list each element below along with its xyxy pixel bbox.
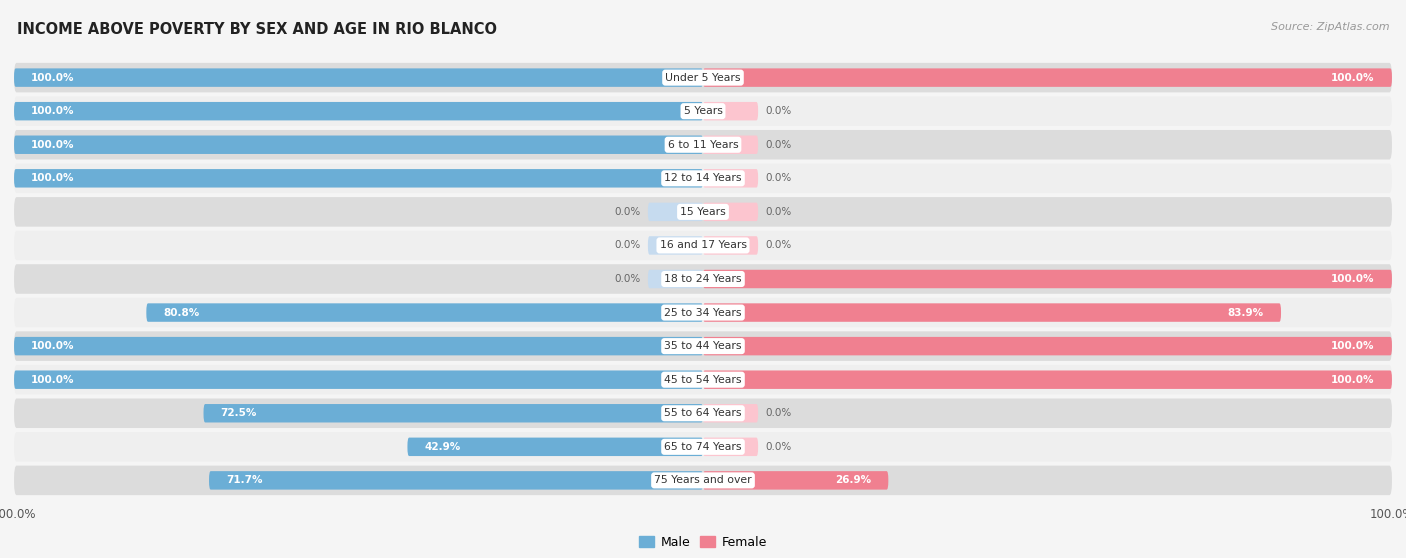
FancyBboxPatch shape <box>204 404 703 422</box>
Text: 100.0%: 100.0% <box>31 140 75 150</box>
FancyBboxPatch shape <box>703 102 758 121</box>
Text: 0.0%: 0.0% <box>765 240 792 251</box>
FancyBboxPatch shape <box>648 203 703 221</box>
Text: 100.0%: 100.0% <box>31 341 75 351</box>
FancyBboxPatch shape <box>703 236 758 254</box>
Text: 100.0%: 100.0% <box>31 106 75 116</box>
Text: 12 to 14 Years: 12 to 14 Years <box>664 174 742 184</box>
Text: 0.0%: 0.0% <box>614 207 641 217</box>
Text: Source: ZipAtlas.com: Source: ZipAtlas.com <box>1271 22 1389 32</box>
FancyBboxPatch shape <box>14 398 1392 428</box>
FancyBboxPatch shape <box>14 102 703 121</box>
FancyBboxPatch shape <box>14 130 1392 160</box>
Text: 0.0%: 0.0% <box>765 106 792 116</box>
Text: 72.5%: 72.5% <box>221 408 257 418</box>
Text: 0.0%: 0.0% <box>614 240 641 251</box>
Text: 42.9%: 42.9% <box>425 442 461 452</box>
FancyBboxPatch shape <box>703 270 1392 288</box>
Text: 100.0%: 100.0% <box>31 174 75 184</box>
Text: Under 5 Years: Under 5 Years <box>665 73 741 83</box>
FancyBboxPatch shape <box>14 197 1392 227</box>
Text: 71.7%: 71.7% <box>226 475 263 485</box>
Text: 0.0%: 0.0% <box>614 274 641 284</box>
Text: 65 to 74 Years: 65 to 74 Years <box>664 442 742 452</box>
Text: 25 to 34 Years: 25 to 34 Years <box>664 307 742 318</box>
Text: 5 Years: 5 Years <box>683 106 723 116</box>
FancyBboxPatch shape <box>703 471 889 489</box>
FancyBboxPatch shape <box>703 203 758 221</box>
FancyBboxPatch shape <box>146 304 703 322</box>
FancyBboxPatch shape <box>14 337 703 355</box>
Text: 75 Years and over: 75 Years and over <box>654 475 752 485</box>
Text: 15 Years: 15 Years <box>681 207 725 217</box>
FancyBboxPatch shape <box>209 471 703 489</box>
Text: 0.0%: 0.0% <box>765 140 792 150</box>
Text: 6 to 11 Years: 6 to 11 Years <box>668 140 738 150</box>
Text: 100.0%: 100.0% <box>1331 73 1375 83</box>
FancyBboxPatch shape <box>703 404 758 422</box>
FancyBboxPatch shape <box>14 432 1392 461</box>
FancyBboxPatch shape <box>14 136 703 154</box>
Text: 0.0%: 0.0% <box>765 174 792 184</box>
FancyBboxPatch shape <box>648 270 703 288</box>
FancyBboxPatch shape <box>14 371 703 389</box>
FancyBboxPatch shape <box>703 304 1281 322</box>
Text: 26.9%: 26.9% <box>835 475 872 485</box>
Text: 0.0%: 0.0% <box>765 442 792 452</box>
Text: 83.9%: 83.9% <box>1227 307 1264 318</box>
Text: 100.0%: 100.0% <box>31 374 75 384</box>
Text: INCOME ABOVE POVERTY BY SEX AND AGE IN RIO BLANCO: INCOME ABOVE POVERTY BY SEX AND AGE IN R… <box>17 22 496 37</box>
Legend: Male, Female: Male, Female <box>634 531 772 554</box>
Text: 18 to 24 Years: 18 to 24 Years <box>664 274 742 284</box>
FancyBboxPatch shape <box>703 337 1392 355</box>
FancyBboxPatch shape <box>14 230 1392 260</box>
FancyBboxPatch shape <box>14 298 1392 328</box>
FancyBboxPatch shape <box>648 236 703 254</box>
FancyBboxPatch shape <box>14 163 1392 193</box>
FancyBboxPatch shape <box>703 69 1392 87</box>
Text: 55 to 64 Years: 55 to 64 Years <box>664 408 742 418</box>
Text: 0.0%: 0.0% <box>765 207 792 217</box>
FancyBboxPatch shape <box>14 365 1392 395</box>
Text: 100.0%: 100.0% <box>1331 374 1375 384</box>
FancyBboxPatch shape <box>703 169 758 187</box>
Text: 100.0%: 100.0% <box>1331 341 1375 351</box>
FancyBboxPatch shape <box>14 169 703 187</box>
FancyBboxPatch shape <box>14 63 1392 93</box>
FancyBboxPatch shape <box>14 465 1392 495</box>
Text: 16 and 17 Years: 16 and 17 Years <box>659 240 747 251</box>
FancyBboxPatch shape <box>14 97 1392 126</box>
FancyBboxPatch shape <box>14 69 703 87</box>
Text: 100.0%: 100.0% <box>1331 274 1375 284</box>
Text: 0.0%: 0.0% <box>765 408 792 418</box>
FancyBboxPatch shape <box>408 437 703 456</box>
Text: 45 to 54 Years: 45 to 54 Years <box>664 374 742 384</box>
FancyBboxPatch shape <box>14 331 1392 361</box>
Text: 35 to 44 Years: 35 to 44 Years <box>664 341 742 351</box>
FancyBboxPatch shape <box>703 136 758 154</box>
FancyBboxPatch shape <box>703 437 758 456</box>
Text: 80.8%: 80.8% <box>163 307 200 318</box>
Text: 100.0%: 100.0% <box>31 73 75 83</box>
FancyBboxPatch shape <box>14 264 1392 294</box>
FancyBboxPatch shape <box>703 371 1392 389</box>
